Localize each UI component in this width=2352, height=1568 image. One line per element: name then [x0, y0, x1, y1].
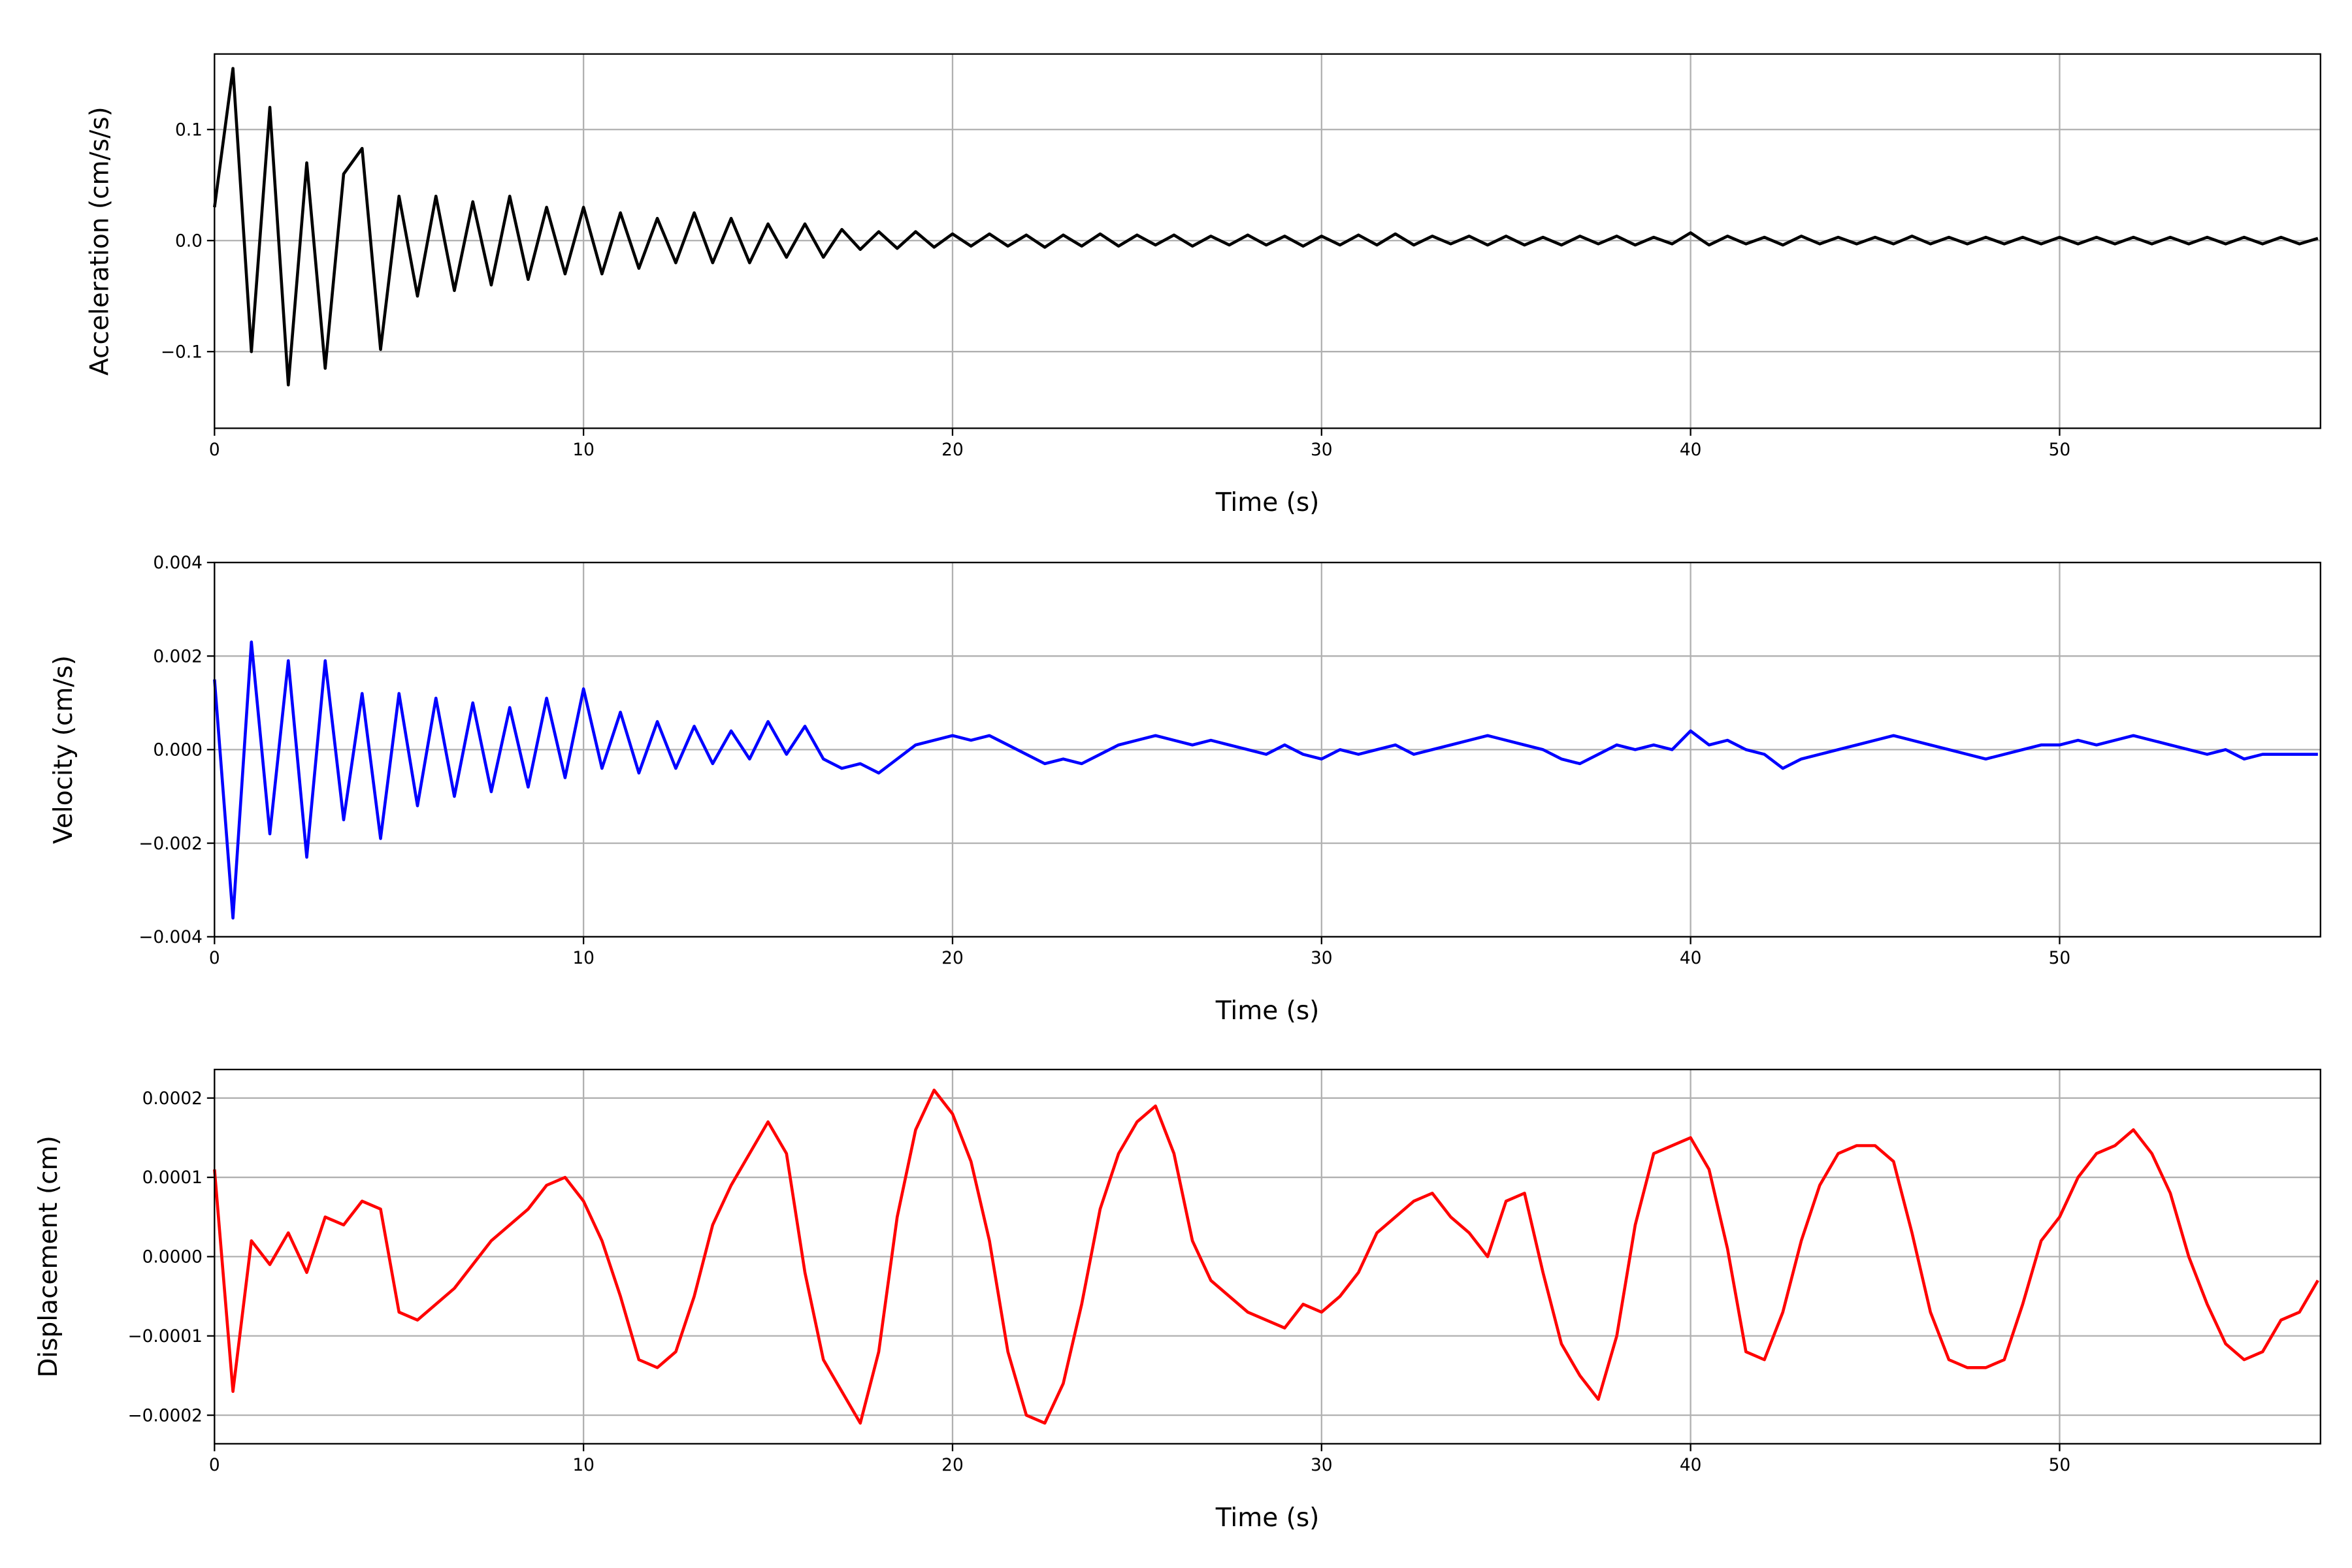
y-tick-label: −0.1: [161, 342, 203, 362]
x-tick-label: 50: [2049, 1455, 2071, 1475]
y-tick-label: 0.0000: [142, 1247, 203, 1267]
x-tick-label: 20: [941, 440, 964, 460]
y-axis-label: Velocity (cm/s): [49, 655, 78, 844]
x-tick-label: 40: [1680, 440, 1702, 460]
x-tick-label: 30: [1311, 948, 1333, 968]
x-tick-label: 30: [1311, 440, 1333, 460]
y-axis-label: Displacement (cm): [34, 1135, 63, 1378]
y-tick-label: 0.0: [175, 231, 203, 251]
x-tick-label: 20: [941, 1455, 964, 1475]
data-line: [213, 640, 2318, 920]
y-tick-label: −0.004: [139, 927, 203, 947]
x-tick-label: 0: [209, 1455, 220, 1475]
y-tick-label: 0.0002: [142, 1088, 203, 1109]
plot-frame: [214, 1068, 2321, 1445]
x-axis-label: Time (s): [1215, 996, 1320, 1026]
y-tick-label: 0.002: [153, 646, 203, 666]
y-tick-label: −0.0002: [127, 1405, 202, 1426]
y-tick-label: 0.0001: [142, 1168, 203, 1188]
x-tick-label: 10: [572, 440, 595, 460]
x-axis-label: Time (s): [1215, 488, 1320, 517]
x-tick-label: 40: [1680, 1455, 1702, 1475]
data-line: [213, 1088, 2319, 1425]
y-tick-label: −0.002: [139, 834, 203, 854]
data-line: [213, 67, 2319, 387]
y-tick-label: −0.0001: [127, 1326, 202, 1347]
y-tick-label: 0.1: [175, 120, 203, 140]
y-axis-label: Acceleration (cm/s/s): [85, 106, 114, 376]
x-tick-label: 50: [2049, 440, 2071, 460]
x-tick-label: 0: [209, 948, 220, 968]
x-tick-label: 10: [572, 1455, 595, 1475]
y-tick-label: 0.004: [153, 553, 203, 573]
x-tick-label: 0: [209, 440, 220, 460]
plot-frame: [214, 53, 2321, 429]
plot-frame: [214, 561, 2321, 938]
x-tick-label: 40: [1680, 948, 1702, 968]
x-tick-label: 50: [2049, 948, 2071, 968]
x-axis-label: Time (s): [1215, 1503, 1320, 1533]
x-tick-label: 20: [941, 948, 964, 968]
y-tick-label: 0.000: [153, 740, 203, 760]
x-tick-label: 10: [572, 948, 595, 968]
x-tick-label: 30: [1311, 1455, 1333, 1475]
